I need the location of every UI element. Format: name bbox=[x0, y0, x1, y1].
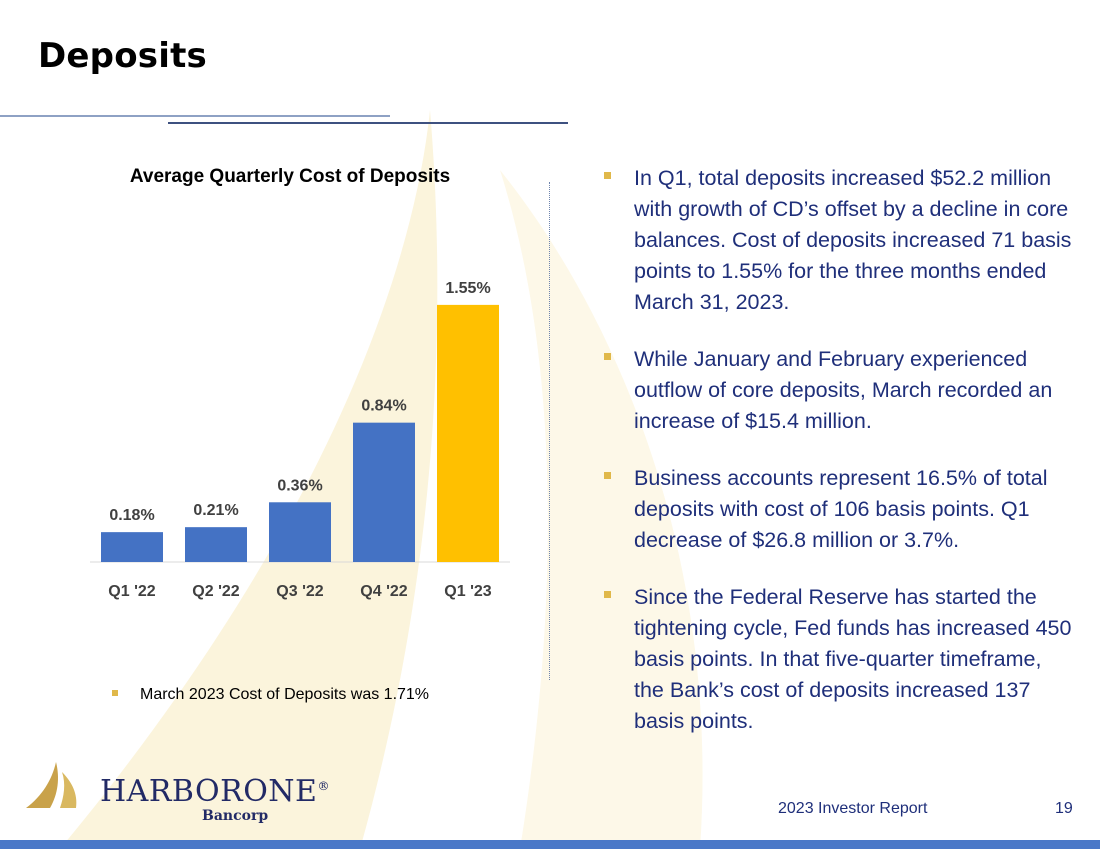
bullet-marker bbox=[604, 472, 611, 479]
sail-shape-right bbox=[500, 170, 703, 849]
bullet-marker bbox=[604, 172, 611, 179]
cost-of-deposits-chart: 0.18% Q1 '22 0.21% Q2 '22 0.36% Q3 '22 0.84% Q4… bbox=[90, 280, 510, 600]
bullet-text: Since the Federal Reserve has started th… bbox=[634, 585, 1072, 733]
x-tick-label: Q1 '23 bbox=[444, 583, 491, 600]
bullet-text: In Q1, total deposits increased $52.2 mi… bbox=[634, 166, 1072, 314]
logo-subtitle: Bancorp bbox=[202, 808, 269, 824]
page-number: 19 bbox=[1055, 800, 1073, 817]
bullet-item: Since the Federal Reserve has started th… bbox=[604, 582, 1074, 737]
bar-q1-22 bbox=[101, 532, 163, 562]
bullet-item: Business accounts represent 16.5% of tot… bbox=[604, 463, 1074, 556]
title-underline-bottom bbox=[168, 122, 568, 124]
harborone-logo: HARBORONE® Bancorp bbox=[26, 760, 329, 830]
bullet-text: Business accounts represent 16.5% of tot… bbox=[634, 466, 1048, 552]
x-tick-label: Q2 '22 bbox=[192, 583, 239, 600]
data-label: 0.36% bbox=[277, 477, 322, 494]
bullet-item: While January and February experienced o… bbox=[604, 344, 1074, 437]
data-label: 0.84% bbox=[361, 398, 406, 415]
data-label: 0.21% bbox=[193, 502, 238, 519]
column-divider bbox=[549, 182, 550, 680]
sail-logo-icon bbox=[26, 762, 77, 808]
sail-shape-left bbox=[60, 110, 438, 849]
bullet-marker bbox=[604, 591, 611, 598]
bullet-list: In Q1, total deposits increased $52.2 mi… bbox=[604, 163, 1074, 763]
chart-note-text: March 2023 Cost of Deposits was 1.71% bbox=[140, 686, 430, 703]
x-tick-label: Q4 '22 bbox=[360, 583, 407, 600]
bullet-marker bbox=[604, 353, 611, 360]
bullet-item: In Q1, total deposits increased $52.2 mi… bbox=[604, 163, 1074, 318]
footer-report-name: 2023 Investor Report bbox=[778, 800, 928, 817]
chart-title: Average Quarterly Cost of Deposits bbox=[129, 166, 451, 187]
data-label: 1.55% bbox=[445, 280, 490, 297]
logo-wordmark: HARBORONE® bbox=[100, 774, 330, 809]
bar-q3-22 bbox=[269, 502, 331, 562]
title-underline-top bbox=[0, 115, 390, 117]
bar-q4-22 bbox=[353, 422, 415, 562]
x-tick-label: Q1 '22 bbox=[108, 583, 155, 600]
note-bullet-marker bbox=[112, 689, 118, 696]
footer-bar bbox=[0, 840, 1100, 849]
x-tick-label: Q3 '22 bbox=[276, 583, 323, 600]
page-title: Deposits bbox=[38, 36, 207, 76]
bar-q2-22 bbox=[185, 527, 247, 562]
chart-note: March 2023 Cost of Deposits was 1.71% bbox=[112, 686, 429, 704]
data-label: 0.18% bbox=[109, 507, 154, 524]
bullet-text: While January and February experienced o… bbox=[634, 347, 1053, 433]
bar-q1-23 bbox=[437, 304, 499, 562]
